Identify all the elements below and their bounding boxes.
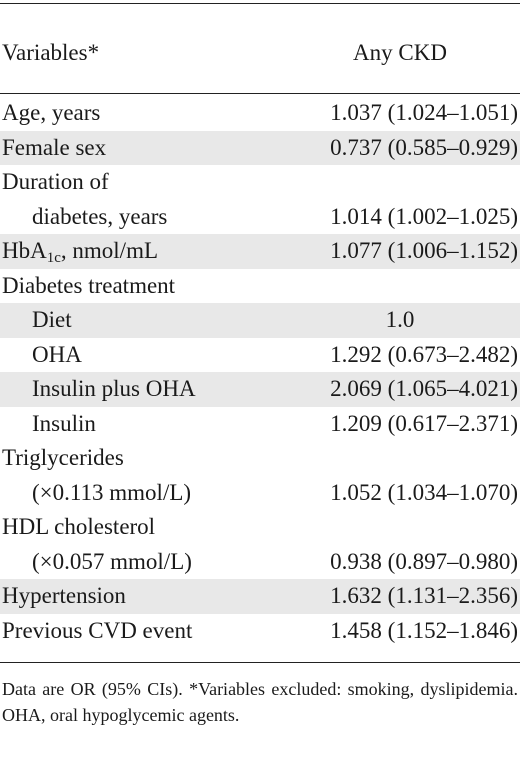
row-value: 0.938 (0.897–0.980) bbox=[330, 548, 518, 574]
row-label: (×0.057 mmol/L) bbox=[32, 548, 192, 574]
row-label: HbA1c, nmol/mL bbox=[2, 234, 158, 269]
row-value: 1.209 (0.617–2.371) bbox=[330, 410, 518, 436]
row-label: diabetes, years bbox=[32, 203, 168, 229]
row-value: 1.037 (1.024–1.051) bbox=[330, 100, 518, 125]
row-label: HDL cholesterol bbox=[2, 514, 156, 539]
table-row: Previous CVD event 1.458 (1.152–1.846) bbox=[0, 614, 520, 649]
table-row: Insulin plus OHA 2.069 (1.065–4.021) bbox=[0, 372, 520, 407]
row-label: Previous CVD event bbox=[2, 617, 193, 643]
row-label: OHA bbox=[32, 341, 82, 367]
row-value: 1.0 bbox=[385, 307, 415, 332]
header-any-ckd: Any CKD bbox=[353, 40, 447, 65]
row-label: Female sex bbox=[2, 134, 107, 160]
table-header-rule bbox=[0, 93, 520, 94]
table-header: Variables* Any CKD bbox=[0, 40, 520, 80]
row-label: Triglycerides bbox=[2, 445, 124, 470]
table-bottom-rule bbox=[0, 662, 520, 663]
table-row: (×0.057 mmol/L) 0.938 (0.897–0.980) bbox=[0, 545, 520, 580]
row-label: Insulin plus OHA bbox=[32, 376, 196, 401]
row-label: Insulin bbox=[32, 410, 96, 436]
row-value: 0.737 (0.585–0.929) bbox=[330, 134, 518, 160]
row-value: 1.458 (1.152–1.846) bbox=[330, 617, 518, 643]
row-label: Hypertension bbox=[2, 583, 126, 608]
table-row: Diet 1.0 bbox=[0, 303, 520, 338]
table-row: Female sex 0.737 (0.585–0.929) bbox=[0, 130, 520, 165]
row-label: Diabetes treatment bbox=[2, 272, 176, 298]
row-value: 1.292 (0.673–2.482) bbox=[330, 341, 518, 367]
table-row: HbA1c, nmol/mL 1.077 (1.006–1.152) bbox=[0, 234, 520, 269]
table-row: OHA 1.292 (0.673–2.482) bbox=[0, 338, 520, 373]
table-row: Insulin 1.209 (0.617–2.371) bbox=[0, 407, 520, 442]
table-row: Triglycerides bbox=[0, 441, 520, 476]
row-label-subscript: 1c bbox=[46, 250, 61, 266]
table-top-rule bbox=[0, 3, 520, 4]
table-row: Diabetes treatment bbox=[0, 269, 520, 304]
row-label: Diet bbox=[32, 307, 72, 332]
header-variables: Variables* bbox=[2, 40, 100, 65]
row-value: 1.014 (1.002–1.025) bbox=[330, 203, 518, 229]
table-row: HDL cholesterol bbox=[0, 510, 520, 545]
table-row: Hypertension 1.632 (1.131–2.356) bbox=[0, 579, 520, 614]
row-value: 1.632 (1.131–2.356) bbox=[330, 583, 518, 608]
row-label-prefix: HbA bbox=[2, 238, 47, 263]
row-value: 1.052 (1.034–1.070) bbox=[330, 479, 518, 505]
table-footnote: Data are OR (95% CIs). *Variables exclud… bbox=[2, 679, 518, 725]
row-label: Age, years bbox=[2, 100, 101, 125]
table-row: diabetes, years 1.014 (1.002–1.025) bbox=[0, 200, 520, 235]
row-label: (×0.113 mmol/L) bbox=[32, 479, 192, 505]
table-row: (×0.113 mmol/L) 1.052 (1.034–1.070) bbox=[0, 476, 520, 511]
row-value: 2.069 (1.065–4.021) bbox=[330, 376, 518, 401]
row-label-suffix: , nmol/mL bbox=[60, 238, 159, 263]
row-label: Duration of bbox=[2, 169, 109, 194]
table-row: Duration of bbox=[0, 165, 520, 200]
table-row: Age, years 1.037 (1.024–1.051) bbox=[0, 96, 520, 131]
table-body: Age, years 1.037 (1.024–1.051) Female se… bbox=[0, 96, 520, 648]
row-value: 1.077 (1.006–1.152) bbox=[330, 238, 518, 263]
